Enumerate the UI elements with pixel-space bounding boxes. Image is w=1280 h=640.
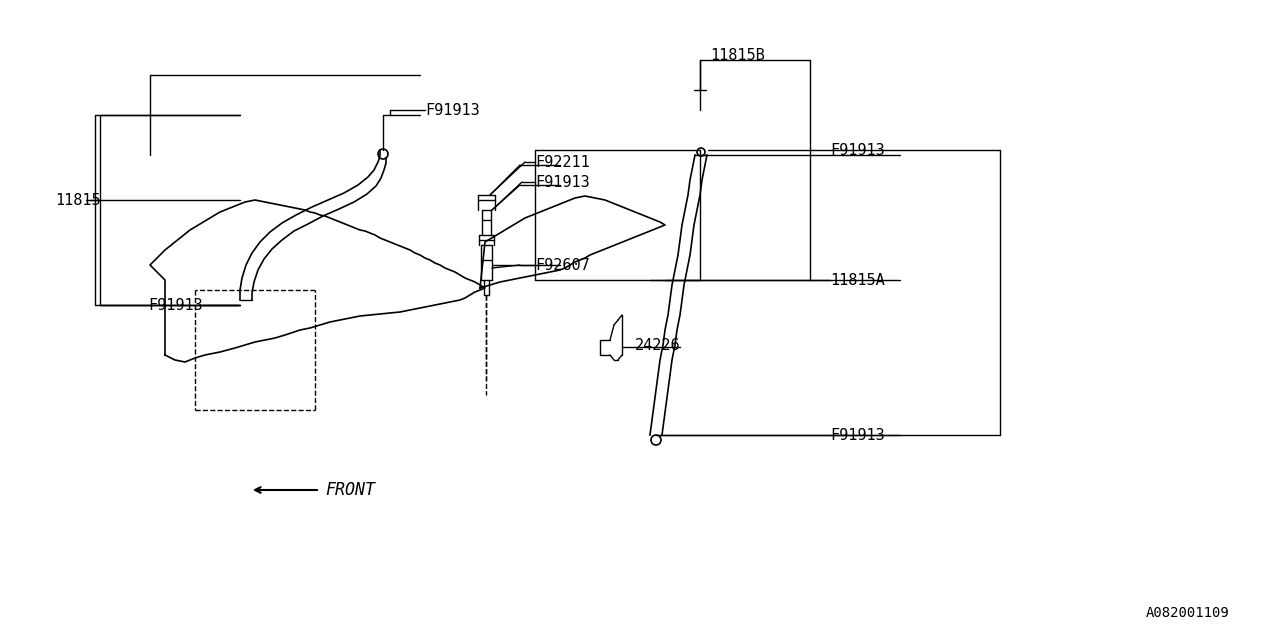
Text: 24226: 24226 (635, 337, 681, 353)
Text: F92607: F92607 (535, 257, 590, 273)
Text: 11815: 11815 (55, 193, 101, 207)
Text: F92211: F92211 (535, 154, 590, 170)
Text: F91913: F91913 (535, 175, 590, 189)
Text: A082001109: A082001109 (1147, 606, 1230, 620)
Text: 11815A: 11815A (829, 273, 884, 287)
Text: FRONT: FRONT (325, 481, 375, 499)
Text: 11815B: 11815B (710, 47, 764, 63)
Text: F91913: F91913 (829, 143, 884, 157)
Text: F91913: F91913 (829, 428, 884, 442)
Text: F91913: F91913 (148, 298, 202, 312)
Text: F91913: F91913 (425, 102, 480, 118)
